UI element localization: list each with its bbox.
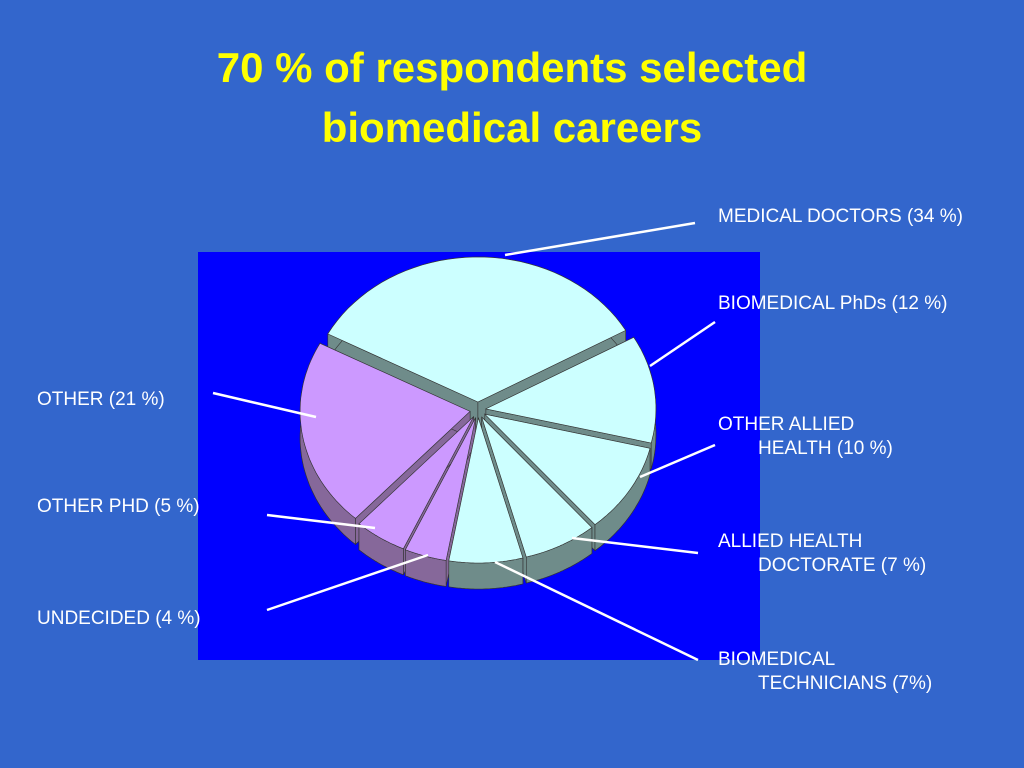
slice <box>481 416 593 558</box>
slice <box>358 416 474 550</box>
leader-line <box>504 221 696 257</box>
slice <box>448 416 524 564</box>
slice-label: ALLIED HEALTH DOCTORATE (7 %) <box>718 531 927 576</box>
leader-line <box>212 391 317 419</box>
slice-label: BIOMEDICAL TECHNICIANS (7%) <box>718 649 933 694</box>
leader-line <box>266 513 376 530</box>
leader-line <box>494 560 699 662</box>
leader-line <box>649 320 716 368</box>
slice-label: UNDECIDED (4 %) <box>37 608 201 629</box>
slice-label: BIOMEDICAL PhDs (12 %) <box>718 293 948 314</box>
leader-line <box>266 553 429 612</box>
title-line: 70 % of respondents selected <box>216 44 808 91</box>
slice-label: MEDICAL DOCTORS (34 %) <box>718 206 963 227</box>
title-line: biomedical careers <box>321 104 703 151</box>
leader-line <box>571 536 699 555</box>
slice-label: OTHER PHD (5 %) <box>37 496 200 517</box>
slice <box>484 336 657 444</box>
slice <box>483 413 651 525</box>
slice-label: OTHER ALLIED HEALTH (10 %) <box>718 414 893 459</box>
slice-label: OTHER (21 %) <box>37 389 165 410</box>
leader-line <box>639 443 716 479</box>
slice <box>327 256 627 403</box>
slice <box>299 342 471 519</box>
